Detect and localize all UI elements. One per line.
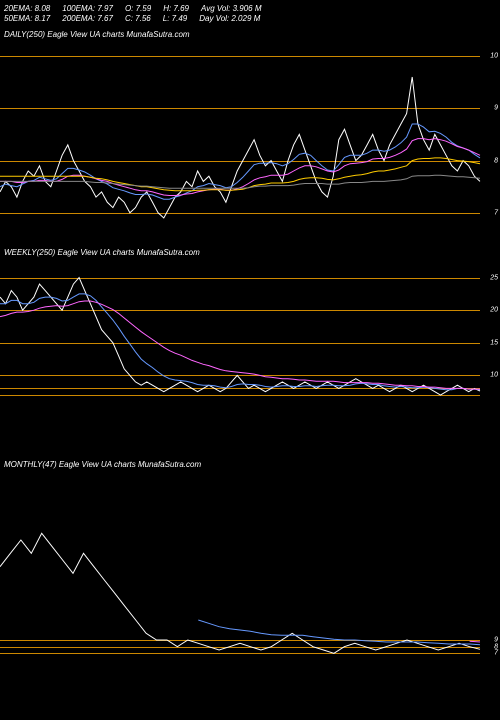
series-ema50 xyxy=(0,139,480,196)
header-stat: H: 7.69 xyxy=(163,4,189,14)
y-axis-label: 7 xyxy=(494,209,498,216)
series-ema200 xyxy=(0,175,480,188)
chart-lines xyxy=(0,30,480,265)
y-axis-label: 20 xyxy=(490,307,498,314)
series-price xyxy=(0,278,480,395)
monthly-title: MONTHLY(47) Eagle View UA charts MunafaS… xyxy=(4,460,201,469)
header-stat: Avg Vol: 3.906 M xyxy=(201,4,261,14)
header-stat: 100EMA: 7.97 xyxy=(62,4,113,14)
header-stat: 50EMA: 8.17 xyxy=(4,14,50,24)
y-axis-label: 8 xyxy=(494,157,498,164)
header-stats: 20EMA: 8.08 100EMA: 7.97 O: 7.59 H: 7.69 Avg… xyxy=(4,4,261,25)
header-row-2: 50EMA: 8.17 200EMA: 7.67 C: 7.56 L: 7.49 Day… xyxy=(4,14,261,24)
series-ema20 xyxy=(198,620,480,645)
series-price xyxy=(0,533,480,653)
header-stat: 200EMA: 7.67 xyxy=(62,14,113,24)
y-axis-label: 9 xyxy=(494,105,498,112)
header-stat: 20EMA: 8.08 xyxy=(4,4,50,14)
header-stat: O: 7.59 xyxy=(125,4,151,14)
monthly-chart: 987 xyxy=(0,500,480,680)
series-ema20 xyxy=(0,294,480,390)
chart-lines xyxy=(0,258,480,408)
series-ema100 xyxy=(0,158,480,191)
header-stat: C: 7.56 xyxy=(125,14,151,24)
chart-lines xyxy=(0,500,480,680)
y-axis-label: 15 xyxy=(490,339,498,346)
series-ema50 xyxy=(0,301,480,389)
daily-chart: 10987 xyxy=(0,30,480,265)
header-row-1: 20EMA: 8.08 100EMA: 7.97 O: 7.59 H: 7.69 Avg… xyxy=(4,4,261,14)
y-axis-label: 7 xyxy=(494,650,498,657)
header-stat: L: 7.49 xyxy=(163,14,187,24)
weekly-chart: 25201510 xyxy=(0,258,480,408)
series-ema50 xyxy=(470,641,480,642)
y-axis-label: 25 xyxy=(490,274,498,281)
header-stat: Day Vol: 2.029 M xyxy=(199,14,260,24)
y-axis-label: 10 xyxy=(490,372,498,379)
y-axis-label: 10 xyxy=(490,53,498,60)
